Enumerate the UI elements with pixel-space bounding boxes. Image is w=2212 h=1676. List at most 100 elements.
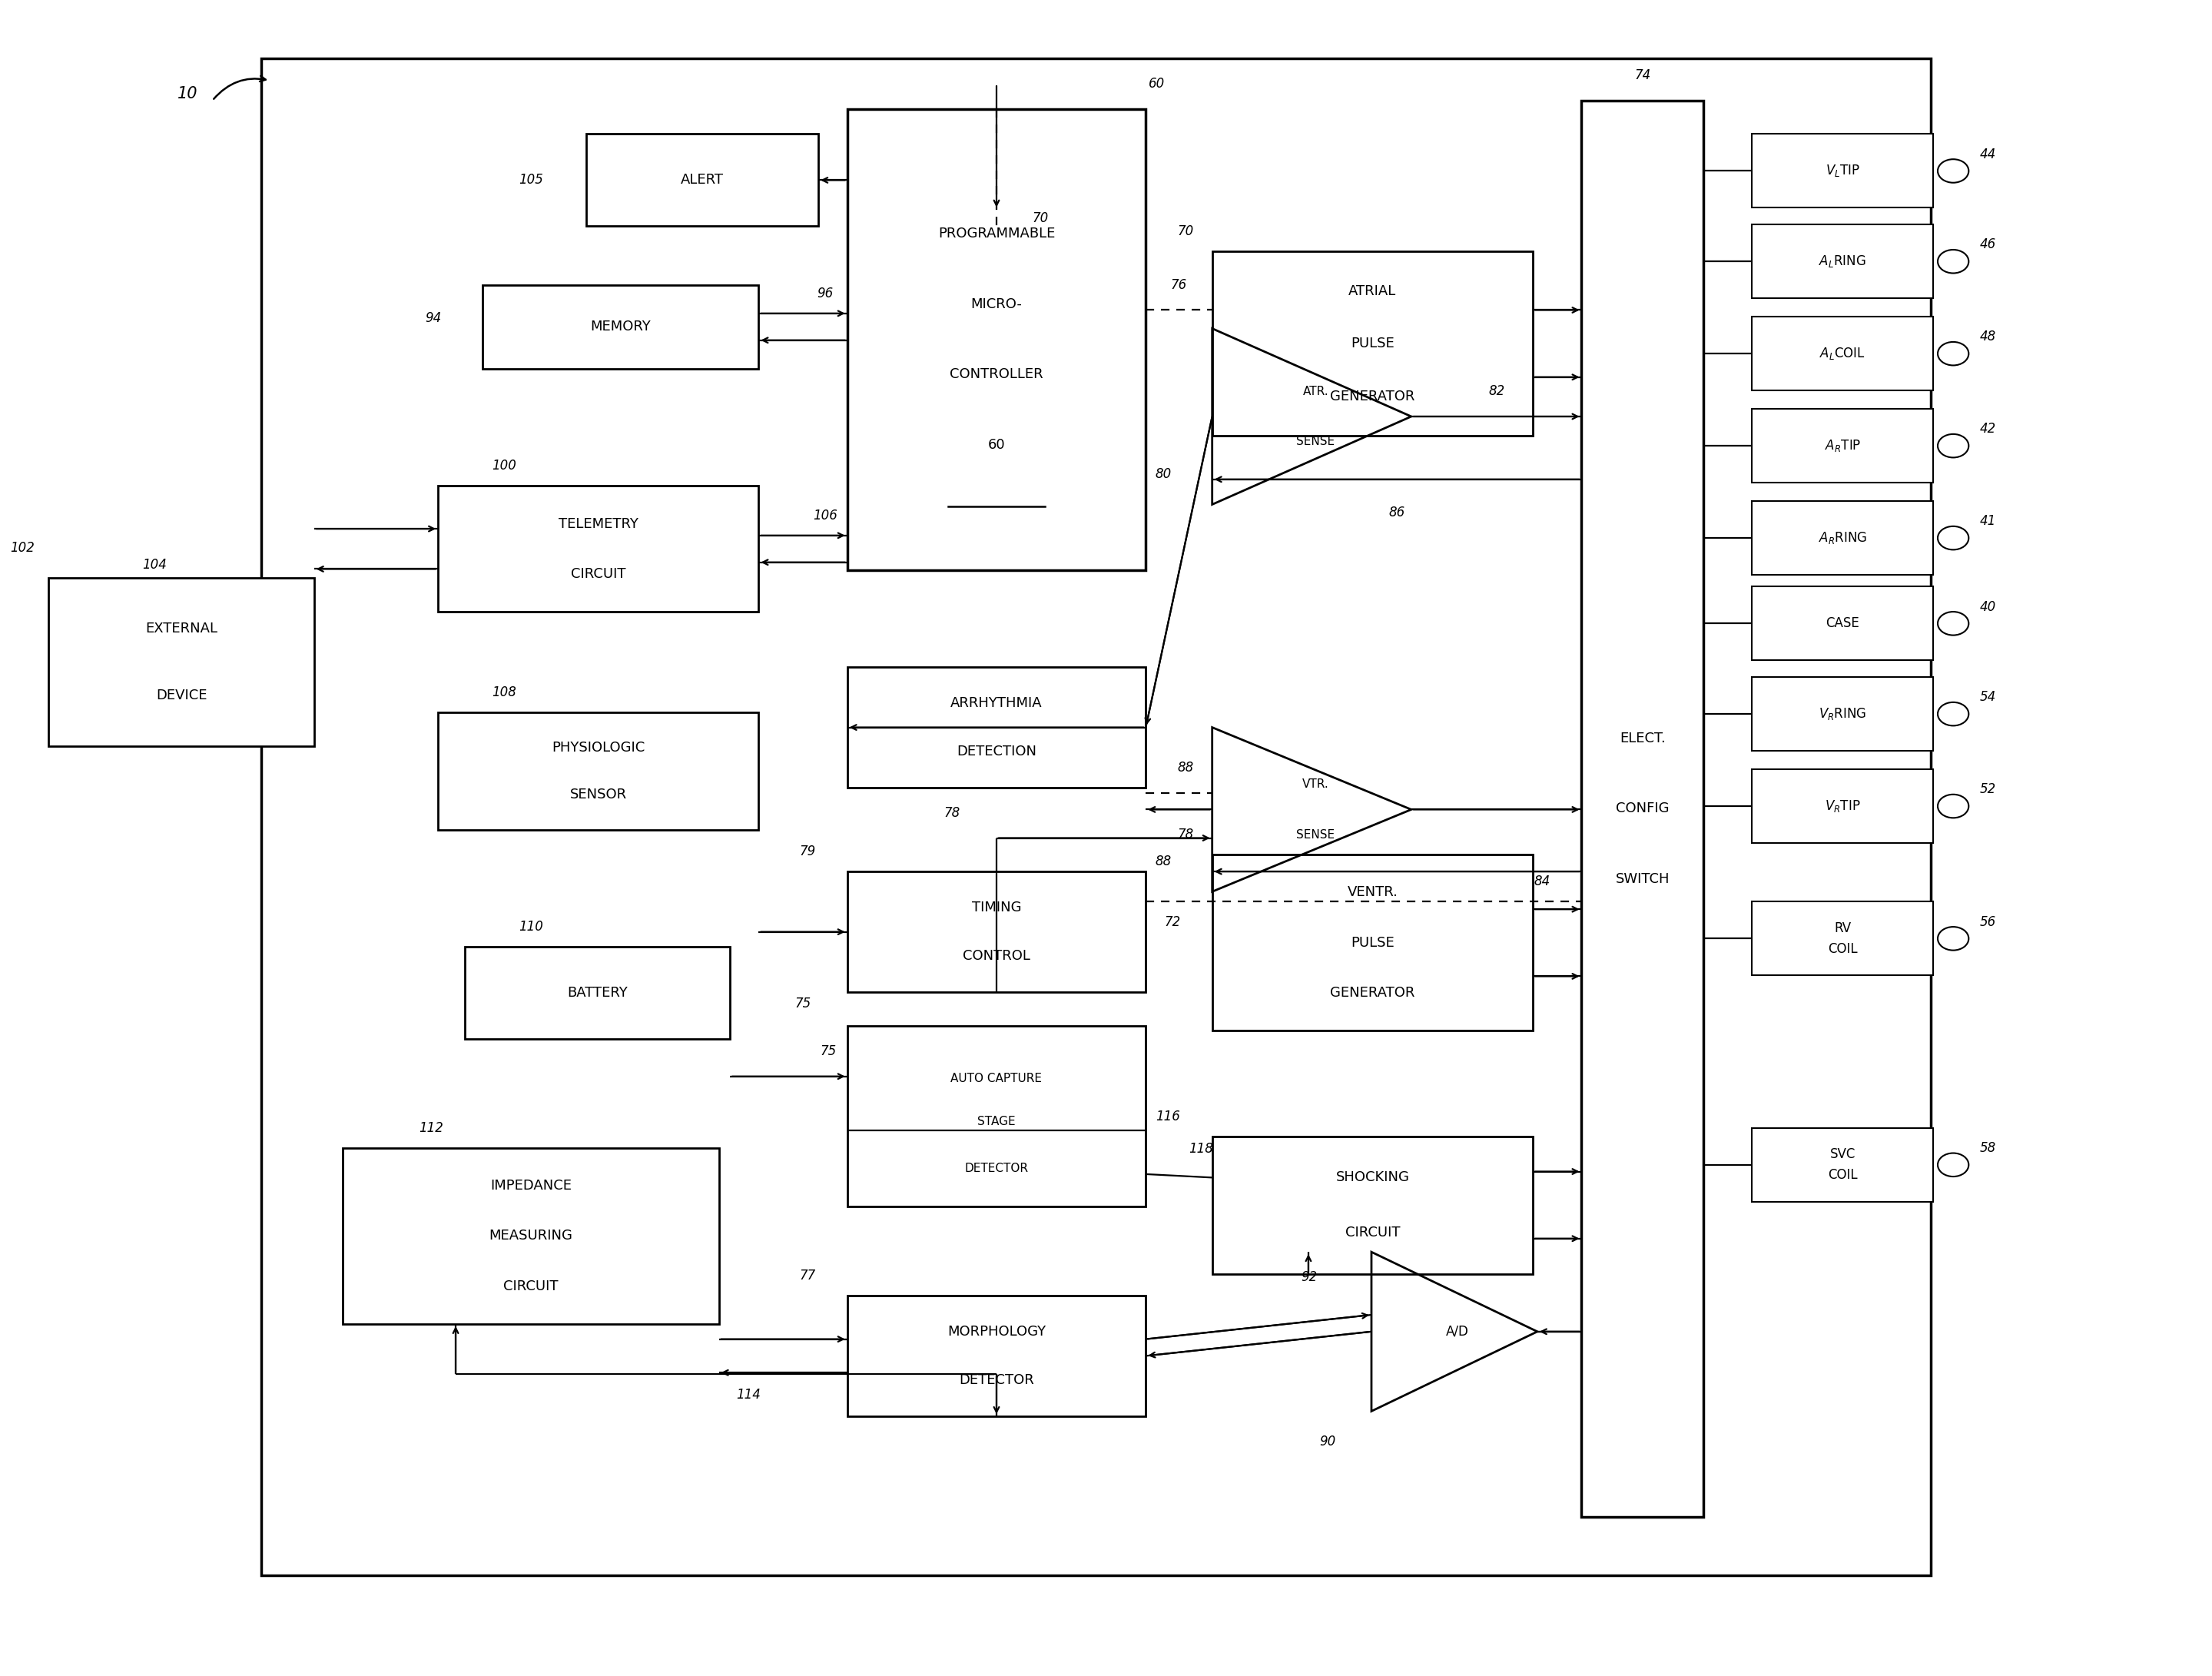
Text: $A_{R}$TIP: $A_{R}$TIP (1825, 437, 1860, 454)
Text: CASE: CASE (1825, 617, 1860, 630)
Text: MORPHOLOGY: MORPHOLOGY (947, 1324, 1046, 1339)
Text: MICRO-: MICRO- (971, 297, 1022, 312)
Text: 76: 76 (1170, 278, 1188, 292)
Text: 82: 82 (1489, 384, 1504, 399)
Text: 52: 52 (1980, 783, 1995, 796)
Text: 44: 44 (1980, 147, 1995, 161)
Text: 56: 56 (1980, 915, 1995, 929)
Text: CONFIG: CONFIG (1615, 801, 1670, 816)
Text: 105: 105 (518, 173, 544, 188)
Text: PULSE: PULSE (1352, 935, 1394, 950)
Text: 88: 88 (1155, 855, 1172, 868)
Text: CIRCUIT: CIRCUIT (1345, 1225, 1400, 1240)
FancyBboxPatch shape (1752, 677, 1933, 751)
Text: VENTR.: VENTR. (1347, 885, 1398, 900)
FancyBboxPatch shape (1752, 409, 1933, 483)
Text: SENSE: SENSE (1296, 436, 1336, 447)
Text: 90: 90 (1318, 1435, 1336, 1448)
Text: PHYSIOLOGIC: PHYSIOLOGIC (551, 741, 646, 754)
Text: ATR.: ATR. (1303, 385, 1329, 397)
FancyBboxPatch shape (1752, 134, 1933, 208)
Text: 84: 84 (1533, 875, 1551, 888)
FancyBboxPatch shape (1752, 902, 1933, 975)
Text: GENERATOR: GENERATOR (1329, 985, 1416, 1001)
FancyBboxPatch shape (261, 59, 1931, 1575)
Text: 118: 118 (1188, 1141, 1214, 1156)
Text: DETECTOR: DETECTOR (964, 1163, 1029, 1175)
Text: 70: 70 (1177, 225, 1194, 238)
Text: 42: 42 (1980, 422, 1995, 436)
FancyBboxPatch shape (1212, 1136, 1533, 1274)
FancyBboxPatch shape (1752, 317, 1933, 391)
Text: 60: 60 (1148, 77, 1166, 91)
Text: CONTROLLER: CONTROLLER (949, 367, 1044, 382)
Text: CIRCUIT: CIRCUIT (571, 566, 626, 582)
Text: 104: 104 (142, 558, 168, 572)
Text: $V_{R}$RING: $V_{R}$RING (1818, 706, 1867, 722)
Text: SHOCKING: SHOCKING (1336, 1170, 1409, 1185)
Text: 114: 114 (737, 1388, 761, 1401)
FancyBboxPatch shape (586, 134, 818, 226)
FancyBboxPatch shape (847, 1026, 1146, 1207)
Text: 116: 116 (1155, 1110, 1181, 1123)
Text: ELECT.: ELECT. (1619, 731, 1666, 746)
Text: COIL: COIL (1827, 1168, 1858, 1182)
FancyBboxPatch shape (1752, 587, 1933, 660)
Text: ATRIAL: ATRIAL (1349, 283, 1396, 298)
FancyBboxPatch shape (1752, 769, 1933, 843)
Text: 108: 108 (491, 685, 518, 699)
Text: DETECTOR: DETECTOR (960, 1373, 1033, 1388)
FancyBboxPatch shape (847, 872, 1146, 992)
FancyBboxPatch shape (1212, 855, 1533, 1031)
FancyBboxPatch shape (847, 109, 1146, 570)
Text: ALERT: ALERT (681, 173, 723, 188)
FancyBboxPatch shape (465, 947, 730, 1039)
Text: 80: 80 (1155, 468, 1172, 481)
Text: 96: 96 (816, 287, 834, 300)
Text: $A_{L}$RING: $A_{L}$RING (1818, 253, 1867, 270)
FancyBboxPatch shape (847, 667, 1146, 788)
Text: PROGRAMMABLE: PROGRAMMABLE (938, 226, 1055, 241)
Text: 46: 46 (1980, 238, 1995, 251)
Text: SVC: SVC (1829, 1148, 1856, 1161)
FancyBboxPatch shape (438, 712, 759, 830)
Text: $V_{L}$TIP: $V_{L}$TIP (1825, 163, 1860, 179)
FancyBboxPatch shape (482, 285, 759, 369)
Text: A/D: A/D (1447, 1324, 1469, 1339)
FancyBboxPatch shape (49, 578, 314, 746)
FancyBboxPatch shape (1752, 225, 1933, 298)
Text: 72: 72 (1164, 915, 1181, 929)
Text: CIRCUIT: CIRCUIT (504, 1279, 557, 1294)
Text: 75: 75 (821, 1044, 836, 1058)
FancyBboxPatch shape (1752, 1128, 1933, 1202)
Text: 102: 102 (9, 541, 35, 555)
FancyBboxPatch shape (1212, 251, 1533, 436)
FancyBboxPatch shape (847, 1296, 1146, 1416)
Text: 41: 41 (1980, 515, 1995, 528)
Text: 74: 74 (1635, 69, 1650, 82)
Text: IMPEDANCE: IMPEDANCE (491, 1178, 571, 1193)
Text: 106: 106 (812, 508, 838, 523)
Text: 54: 54 (1980, 691, 1995, 704)
Text: SENSE: SENSE (1296, 830, 1336, 840)
FancyBboxPatch shape (438, 486, 759, 612)
Text: GENERATOR: GENERATOR (1329, 389, 1416, 404)
Text: 86: 86 (1389, 506, 1405, 520)
Text: 79: 79 (799, 845, 816, 858)
Text: 75: 75 (794, 997, 812, 1011)
Text: 112: 112 (418, 1121, 445, 1135)
Text: 70: 70 (1033, 211, 1048, 225)
Text: COIL: COIL (1827, 942, 1858, 955)
Text: SENSOR: SENSOR (571, 788, 626, 801)
Text: TIMING: TIMING (971, 900, 1022, 915)
Text: 60: 60 (989, 437, 1004, 453)
Text: STAGE: STAGE (978, 1116, 1015, 1128)
Text: 100: 100 (491, 459, 518, 473)
Text: 94: 94 (425, 312, 442, 325)
Text: 78: 78 (1177, 828, 1194, 841)
Text: MEASURING: MEASURING (489, 1229, 573, 1244)
Text: DEVICE: DEVICE (155, 689, 208, 702)
Text: 88: 88 (1177, 761, 1194, 774)
Text: SWITCH: SWITCH (1615, 872, 1670, 887)
Text: $A_{L}$COIL: $A_{L}$COIL (1820, 345, 1865, 362)
